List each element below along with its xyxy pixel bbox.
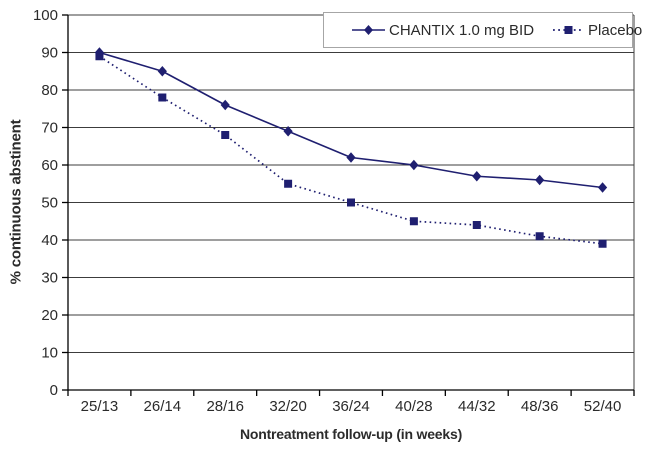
square-marker bbox=[409, 217, 418, 226]
diamond-marker bbox=[346, 152, 356, 163]
series-line bbox=[98, 55, 603, 245]
diamond-marker bbox=[472, 171, 482, 182]
y-tick-label: 60 bbox=[41, 157, 58, 174]
square-marker bbox=[598, 239, 607, 248]
diamond-marker bbox=[597, 182, 608, 193]
dotted-line-square-key-icon bbox=[553, 26, 585, 34]
diamond-marker bbox=[535, 174, 545, 186]
legend-label-placebo: Placebo bbox=[588, 21, 643, 39]
diamond-marker bbox=[283, 126, 293, 137]
y-tick-label: 80 bbox=[41, 82, 58, 99]
y-axis-ticks: 0 10 20 30 40 50 60 70 80 90 100 bbox=[33, 7, 68, 399]
square-marker bbox=[472, 221, 481, 229]
diamond-marker bbox=[220, 99, 230, 111]
x-tick-label: 40/28 bbox=[395, 398, 433, 415]
diamond-marker bbox=[409, 159, 419, 171]
square-marker bbox=[158, 93, 167, 102]
x-tick-label: 36/24 bbox=[332, 398, 370, 415]
y-tick-label: 40 bbox=[41, 232, 58, 249]
x-axis-title: Nontreatment follow-up (in weeks) bbox=[239, 426, 463, 442]
diamond-marker bbox=[157, 66, 167, 77]
y-tick-label: 10 bbox=[41, 345, 58, 362]
y-axis-title: % continuous abstinent bbox=[7, 119, 25, 285]
series-chantix bbox=[94, 47, 608, 193]
x-tick-label: 25/13 bbox=[81, 398, 119, 415]
y-tick-label: 50 bbox=[41, 195, 58, 212]
x-tick-label: 28/16 bbox=[206, 398, 244, 415]
square-marker bbox=[535, 232, 544, 241]
x-tick-label: 32/20 bbox=[269, 398, 307, 415]
x-tick-label: 48/36 bbox=[521, 398, 559, 415]
y-tick-label: 30 bbox=[41, 270, 58, 287]
y-tick-label: 90 bbox=[41, 45, 58, 62]
solid-line-diamond-key-icon bbox=[352, 25, 385, 35]
x-tick-label: 44/32 bbox=[458, 398, 496, 415]
x-axis-ticks: 25/13 26/14 28/16 32/20 36/24 40/28 44/32 48/36… bbox=[67, 390, 635, 415]
series-placebo bbox=[95, 52, 607, 248]
y-tick-label: 70 bbox=[41, 120, 58, 137]
x-tick-label: 26/14 bbox=[144, 398, 182, 415]
legend-item-placebo: Placebo bbox=[553, 22, 642, 39]
square-marker bbox=[347, 198, 355, 207]
legend-item-chantix: CHANTIX 1.0 mg BID bbox=[352, 22, 534, 39]
y-tick-label: 0 bbox=[50, 382, 58, 399]
x-tick-label: 52/40 bbox=[584, 398, 622, 415]
square-marker bbox=[284, 179, 293, 188]
square-marker bbox=[95, 52, 104, 61]
y-tick-label: 20 bbox=[41, 307, 58, 324]
series-line bbox=[99, 51, 603, 189]
legend: CHANTIX 1.0 mg BID Placebo bbox=[323, 12, 642, 48]
y-tick-label: 100 bbox=[33, 7, 58, 24]
legend-label-chantix: CHANTIX 1.0 mg BID bbox=[389, 21, 535, 39]
square-marker bbox=[221, 131, 230, 139]
